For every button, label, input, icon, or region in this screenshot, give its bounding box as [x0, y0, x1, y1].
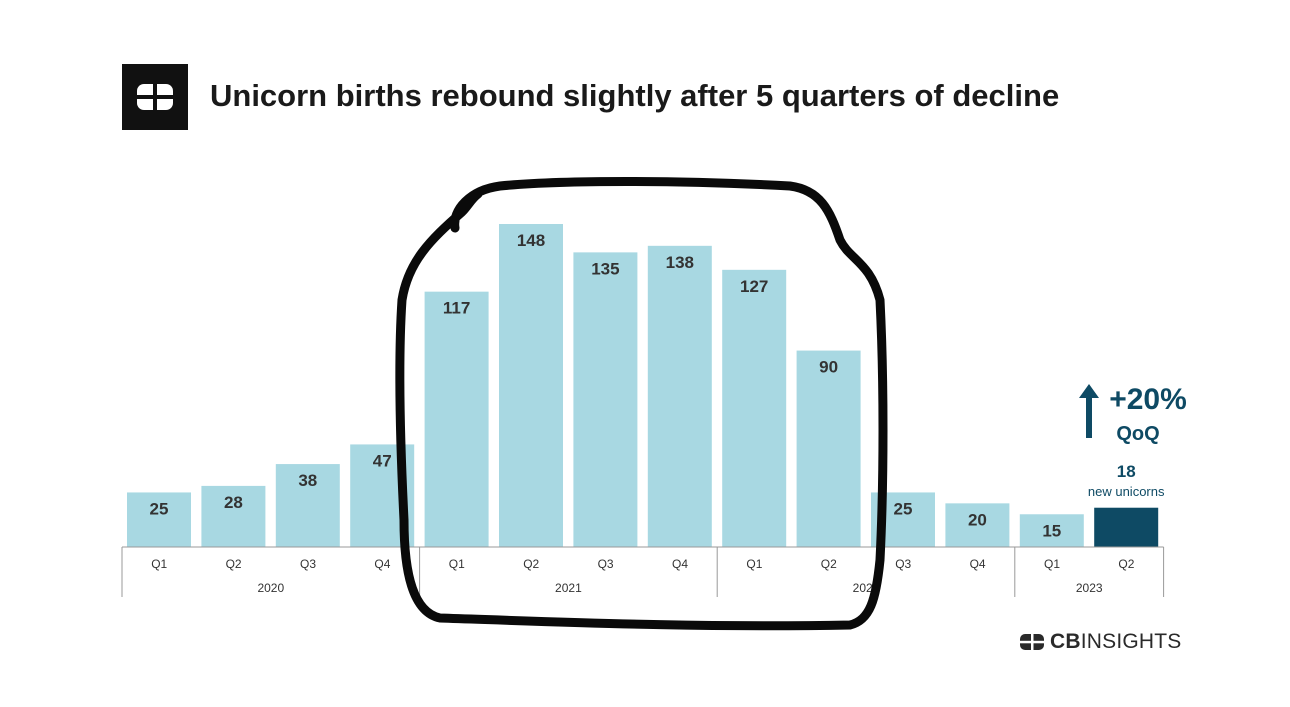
bar-value-label: 90: [819, 358, 838, 377]
highlight-caption: new unicorns: [1088, 484, 1165, 499]
bar-value-label: 135: [591, 259, 619, 278]
cb-insights-logo-icon: [1020, 634, 1044, 650]
hand-drawn-circle: [395, 177, 888, 631]
x-tick-label: Q2: [821, 557, 837, 571]
bar-value-label: 15: [1042, 521, 1061, 540]
year-label: 2020: [257, 581, 284, 595]
up-arrow-icon: [1079, 384, 1099, 438]
bar-value-label: 25: [894, 499, 913, 518]
bar: [424, 291, 489, 547]
bar: [127, 492, 191, 547]
bar: [945, 503, 1010, 547]
bar-value-label: 38: [298, 471, 317, 490]
bar-value-label: 28: [224, 493, 243, 512]
x-tick-label: Q1: [449, 557, 465, 571]
bar-value-label: 148: [517, 231, 545, 250]
bar-value-label: 25: [150, 499, 169, 518]
x-tick-label: Q1: [1044, 557, 1060, 571]
bar: [275, 464, 340, 547]
page-title: Unicorn births rebound slightly after 5 …: [210, 78, 1060, 113]
bar: [499, 224, 563, 547]
x-tick-label: Q3: [300, 557, 316, 571]
x-tick-label: Q3: [598, 557, 614, 571]
bar: [647, 245, 712, 547]
bar: [573, 252, 638, 547]
bar: [1019, 514, 1084, 547]
x-tick-label: Q1: [746, 557, 762, 571]
x-tick-label: Q4: [672, 557, 688, 571]
bar-value-label: 20: [968, 510, 987, 529]
bar-value-label: 127: [740, 277, 768, 296]
bar-value-label: 47: [373, 451, 392, 470]
brand-name-bold: CB: [1050, 630, 1081, 653]
x-tick-label: Q4: [374, 557, 390, 571]
x-tick-label: Q2: [226, 557, 242, 571]
bar: [1094, 507, 1159, 547]
cb-insights-brand: CBINSIGHTS: [1020, 628, 1182, 656]
bar-value-label: 138: [666, 253, 694, 272]
change-label: QoQ: [1116, 423, 1159, 445]
highlight-value-label: 18: [1117, 462, 1136, 481]
bar: [722, 269, 787, 547]
bar: [796, 350, 861, 547]
year-label: 2021: [555, 581, 582, 595]
x-tick-label: Q3: [895, 557, 911, 571]
x-tick-label: Q4: [970, 557, 986, 571]
bar-value-label: 117: [443, 299, 470, 318]
brand-name-rest: INSIGHTS: [1080, 630, 1182, 653]
x-tick-label: Q2: [1118, 557, 1134, 571]
x-tick-label: Q1: [151, 557, 167, 571]
year-label: 2023: [1076, 581, 1103, 595]
x-tick-label: Q2: [523, 557, 539, 571]
bar: [201, 485, 266, 547]
change-percent: +20%: [1109, 383, 1187, 416]
cb-logo-icon: [122, 64, 188, 130]
